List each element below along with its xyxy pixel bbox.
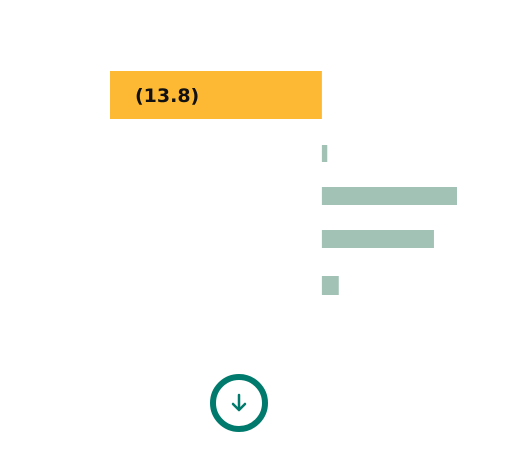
arrow-down-icon — [231, 393, 247, 412]
bar-1-value-label: (13.8) — [135, 85, 199, 107]
bar-3 — [321, 187, 457, 205]
bar-4 — [321, 230, 434, 248]
bar-5 — [321, 276, 339, 295]
bar-1 — [110, 71, 322, 119]
download-button[interactable] — [210, 374, 268, 432]
bar-2 — [321, 145, 328, 162]
